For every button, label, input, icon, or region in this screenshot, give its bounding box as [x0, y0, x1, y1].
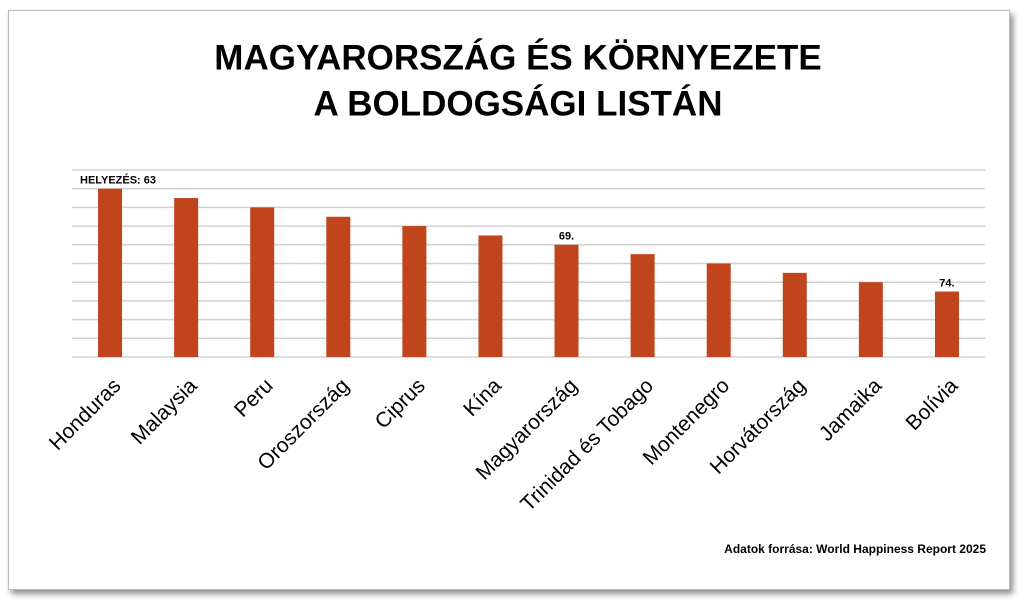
- x-tick-label: Jamaika: [815, 374, 887, 446]
- chart-title: A BOLDOGSÁGI LISTÁN: [314, 83, 723, 123]
- data-label: HELYEZÉS: 63: [80, 174, 156, 187]
- chart-title: MAGYARORSZÁG ÉS KÖRNYEZETE: [214, 37, 821, 77]
- bar: [402, 226, 427, 357]
- data-label: 69.: [559, 231, 574, 243]
- x-tick-label: Peru: [230, 374, 278, 422]
- bar: [326, 216, 351, 357]
- data-label: 74.: [939, 277, 954, 289]
- source-note: Adatok forrása: World Happiness Report 2…: [724, 542, 986, 556]
- x-tick-label: Bolívia: [902, 374, 963, 435]
- x-tick-label: Ciprus: [371, 374, 430, 433]
- bar: [250, 207, 275, 357]
- bar: [706, 263, 731, 357]
- bar: [630, 254, 655, 357]
- bar: [98, 188, 123, 357]
- x-tick-label: Kína: [459, 374, 506, 421]
- bar: [174, 198, 199, 357]
- bar: [478, 235, 503, 357]
- bar: [934, 291, 959, 357]
- bar: [554, 244, 579, 357]
- bar: [782, 272, 807, 357]
- x-tick-label: Malaysia: [127, 374, 202, 449]
- x-tick-label: Honduras: [45, 374, 126, 455]
- bar: [858, 282, 883, 357]
- x-tick-label: Trinidad és Tobago: [516, 374, 658, 516]
